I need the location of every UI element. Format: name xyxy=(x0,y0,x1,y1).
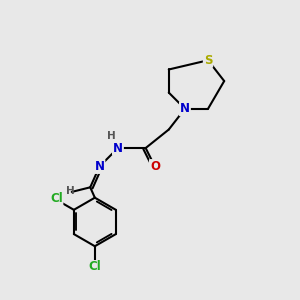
Text: H: H xyxy=(66,186,75,196)
Text: N: N xyxy=(113,142,123,154)
Text: O: O xyxy=(150,160,160,173)
Text: H: H xyxy=(106,131,116,142)
Text: N: N xyxy=(94,160,104,173)
Text: Cl: Cl xyxy=(50,192,63,206)
Text: N: N xyxy=(180,102,190,115)
Text: S: S xyxy=(204,54,212,67)
Text: Cl: Cl xyxy=(88,260,101,274)
